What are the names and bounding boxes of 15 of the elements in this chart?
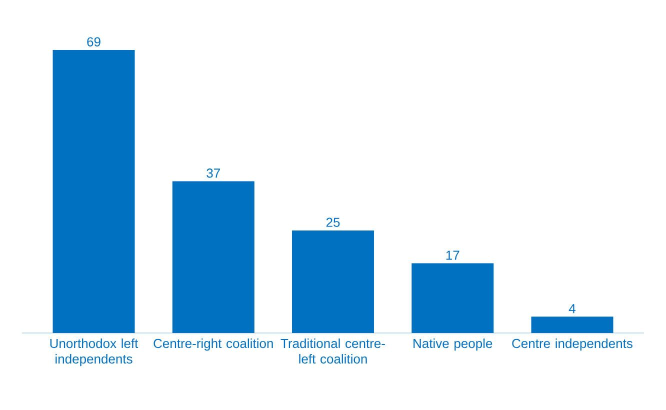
- x-tick-label: Centre-right coalition: [154, 338, 273, 351]
- bar: [172, 181, 254, 333]
- data-label: 25: [326, 218, 340, 227]
- data-label: 17: [446, 250, 460, 260]
- data-label: 37: [206, 168, 220, 178]
- x-tick-label: Unorthodox left independents: [50, 338, 138, 366]
- bar: [52, 50, 135, 333]
- bar: [292, 230, 374, 333]
- x-tick-label: Centre independents: [512, 338, 632, 351]
- x-tick-label: Native people: [414, 338, 492, 351]
- data-label: 69: [87, 37, 100, 46]
- bar: [412, 263, 494, 333]
- x-tick-label: Traditional centre-left coalition: [280, 338, 385, 364]
- data-label: 4: [568, 304, 576, 314]
- bar: [531, 316, 614, 333]
